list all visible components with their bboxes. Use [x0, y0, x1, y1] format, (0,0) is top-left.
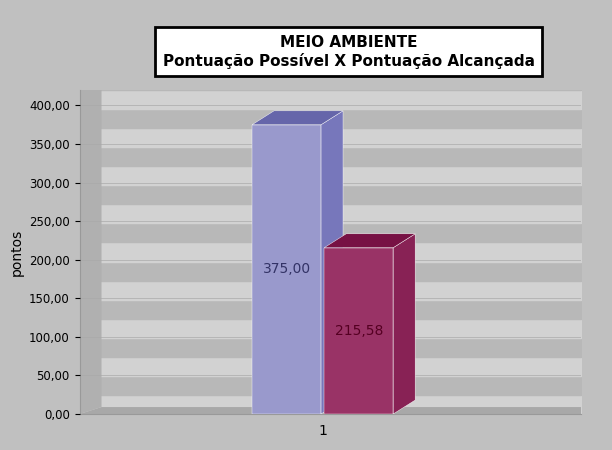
Y-axis label: pontos: pontos [10, 229, 23, 275]
Text: 215,58: 215,58 [335, 324, 383, 338]
Polygon shape [321, 111, 343, 414]
Polygon shape [252, 111, 343, 125]
Bar [252, 125, 321, 414]
Polygon shape [80, 407, 603, 414]
Polygon shape [393, 234, 415, 414]
Bar [324, 248, 393, 414]
Polygon shape [80, 86, 102, 414]
Polygon shape [324, 234, 415, 248]
Text: 375,00: 375,00 [263, 262, 311, 276]
Text: MEIO AMBIENTE
Pontuação Possível X Pontuação Alcançada: MEIO AMBIENTE Pontuação Possível X Pontu… [163, 35, 535, 68]
